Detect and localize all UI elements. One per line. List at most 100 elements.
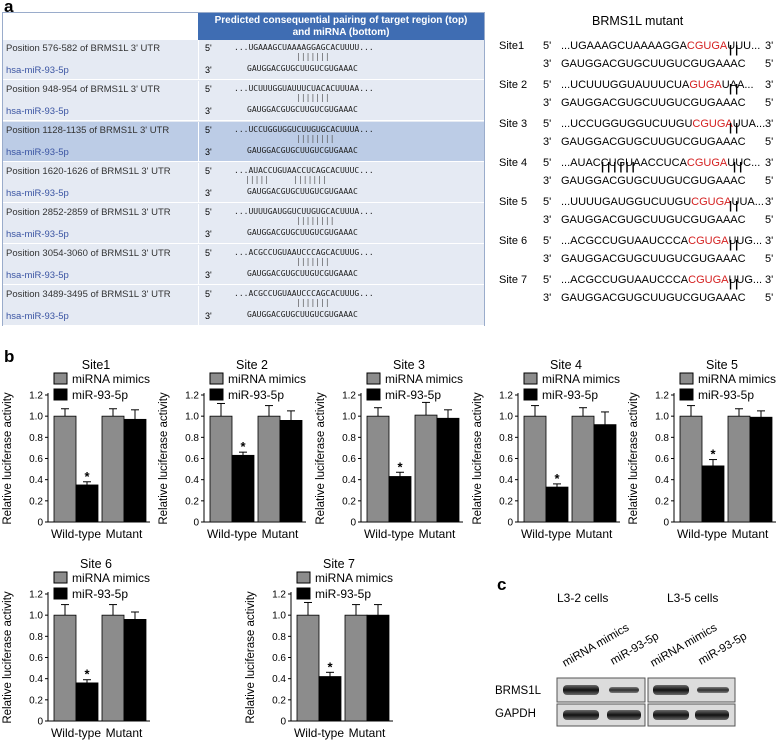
blot-protein-label-2: GAPDH	[495, 708, 536, 720]
row-pairing-cell: 5' ...UGAAAGCUAAAAGGAGCACUUUU... ||||||| 3'…	[198, 40, 485, 79]
y-tick-label: 1.2	[29, 590, 43, 601]
mutant-5prime-label: 5'	[543, 118, 552, 130]
row-target-sequence: ...UUUUGAUGGUCUUGUGCACUUUA...	[234, 207, 374, 216]
panel-label-a: a	[4, 0, 14, 16]
y-tick-label: 0.8	[29, 632, 43, 643]
blot-band-brms1l-lane-1	[563, 685, 599, 695]
mutant-target-sequence: ...UGAAAGCUAAAAGGACGUGAUUU...	[561, 40, 760, 52]
mutated-bases: CGUGA	[691, 196, 732, 208]
row-mirna-label: hsa-miR-93-5p	[6, 188, 69, 199]
blot-band-brms1l-lane-2	[609, 687, 639, 693]
row-mirna-sequence: GAUGGACGUGCUUGUCGUGAAAC	[247, 64, 358, 73]
table-row: Position 3489-3495 of BRMS1L 3' UTR hsa-m…	[3, 286, 484, 326]
row-mirna-label: hsa-miR-93-5p	[6, 147, 69, 158]
row-position-label: Position 576-582 of BRMS1L 3' UTR	[6, 43, 161, 54]
legend-swatch	[296, 571, 311, 584]
row-target-sequence: ...UCUUUGGUAUUUCUACACUUUAA...	[234, 84, 374, 93]
row-3prime-label: 3'	[205, 270, 212, 280]
row-5prime-label: 5'	[205, 207, 212, 217]
legend-swatch	[209, 372, 224, 385]
row-3prime-label: 3'	[205, 65, 212, 75]
mutant-mirna-5prime-end-label: 5'	[765, 214, 774, 226]
y-tick-label: 0.4	[499, 475, 513, 486]
mutant-mirna-3prime-label: 3'	[543, 58, 552, 70]
mutant-5prime-label: 5'	[543, 274, 552, 286]
row-position-label: Position 1128-1135 of BRMS1L 3' UTR	[6, 125, 170, 136]
significance-marker: *	[84, 667, 90, 682]
y-tick-label: 1.2	[499, 391, 513, 402]
legend-swatch	[679, 388, 694, 401]
x-tick-label: Wild-type	[51, 726, 101, 740]
x-tick-label: Mutant	[262, 527, 299, 541]
row-pairing-bars: |||||||	[296, 52, 330, 61]
legend-swatch	[523, 388, 538, 401]
legend-label: miR-93-5p	[72, 388, 128, 402]
legend-label: miRNA mimics	[72, 571, 150, 585]
mutant-seq-pre: ...AUACCUGUAACCUCA	[561, 157, 687, 169]
blot-protein-label-1: BRMS1L	[495, 685, 542, 697]
mutant-target-sequence: ...UCCUGGUGGUCUUGUCGUGAUUA...	[561, 118, 765, 130]
mutant-seq-post: UAA...	[721, 79, 754, 91]
y-tick-label: 0.4	[29, 475, 43, 486]
row-pairing-cell: 5' ...UCCUGGUGGUCUUGUGCACUUUA... |||||||| 3…	[198, 122, 485, 161]
mutated-bases: GUGA	[689, 79, 722, 91]
y-tick-label: 0.2	[272, 695, 286, 706]
y-tick-label: 1.0	[499, 412, 513, 423]
bar	[257, 415, 281, 523]
row-position-label: Position 1620-1626 of BRMS1L 3' UTR	[6, 166, 171, 177]
bar	[571, 415, 595, 523]
western-blot-figure: L3-2 cells L3-5 cells miRNA mimics miR-9…	[495, 591, 749, 727]
mutant-target-sequence: ...AUACCUGUAACCUCACGUGAUUC...	[561, 157, 760, 169]
mutant-site: Site 6 5' ...ACGCCUGUAAUCCCACGUGAUUG... 3' |…	[499, 235, 784, 277]
y-tick-label: 1.0	[272, 611, 286, 622]
bar	[101, 614, 125, 722]
y-tick-label: 0.4	[29, 674, 43, 685]
row-5prime-label: 5'	[205, 125, 212, 135]
chart-svg: Site 4 Relative luciferase activity 0 0.2 0.…	[472, 358, 620, 541]
mutated-bases: CGUGA	[686, 40, 728, 52]
x-tick-label: Mutant	[576, 527, 613, 541]
legend-swatch	[523, 372, 538, 385]
legend-label: miRNA mimics	[698, 372, 776, 386]
row-5prime-label: 5'	[205, 84, 212, 94]
significance-marker: *	[397, 459, 403, 474]
row-mirna-label: hsa-miR-93-5p	[6, 229, 69, 240]
row-pairing-cell: 5' ...ACGCCUGUAAUCCCAGCACUUUG... ||||||| 3'…	[198, 245, 485, 284]
row-mirna-label: hsa-miR-93-5p	[6, 311, 69, 322]
mutant-mirna-3prime-label: 3'	[543, 97, 552, 109]
mutant-site-name: Site 4	[499, 157, 528, 169]
bar	[436, 417, 460, 523]
y-tick-label: 0.2	[29, 695, 43, 706]
row-position-label: Position 2852-2859 of BRMS1L 3' UTR	[6, 207, 171, 218]
row-pairing-cell: 5' ...ACGCCUGUAAUCCCAGCACUUUG... ||||||| 3'…	[198, 286, 485, 325]
mutant-seq-post: UUA...	[731, 196, 764, 208]
row-pairing-bars: |||||||	[296, 93, 330, 102]
chart-title: Site 5	[706, 358, 738, 372]
row-pairing-cell: 5' ...UUUUGAUGGUCUUGUGCACUUUA... |||||||| 3…	[198, 204, 485, 243]
legend-label: miRNA mimics	[228, 372, 306, 386]
x-tick-label: Wild-type	[207, 527, 257, 541]
row-position-label: Position 948-954 of BRMS1L 3' UTR	[6, 84, 161, 95]
y-tick-label: 1.2	[185, 391, 199, 402]
target-prediction-table: Predicted consequential pairing of targe…	[2, 12, 485, 326]
chart-svg: Site1 Relative luciferase activity 0 0.2 0.4…	[2, 358, 150, 541]
row-position-label: Position 3054-3060 of BRMS1L 3' UTR	[6, 248, 171, 259]
legend-swatch	[679, 372, 694, 385]
y-tick-label: 0.2	[499, 496, 513, 507]
y-tick-label: 0	[663, 518, 669, 529]
blot-group-label-2: L3-5 cells	[667, 591, 718, 605]
y-tick-label: 0.8	[499, 433, 513, 444]
row-target-sequence: ...UGAAAGCUAAAAGGAGCACUUUU...	[234, 43, 374, 52]
legend-label: miR-93-5p	[228, 388, 284, 402]
bar	[53, 415, 77, 523]
table-row: Position 948-954 of BRMS1L 3' UTR hsa-miR…	[3, 81, 484, 121]
mutant-pairing-bars: | |	[729, 278, 739, 290]
mutant-mirna-3prime-label: 3'	[543, 253, 552, 265]
row-mirna-sequence: GAUGGACGUGCUUGUCGUGAAAC	[247, 228, 358, 237]
mutant-mirna-sequence: GAUGGACGUGCUUGUCGUGAAAC	[561, 97, 746, 109]
chart-svg: Site 5 Relative luciferase activity 0 0.2 0.…	[628, 358, 776, 541]
row-pairing-cell: 5' ...AUACCUGUAACCUCAGCACUUUC... ||||| |||…	[198, 163, 485, 202]
y-tick-label: 0.6	[342, 454, 356, 465]
y-tick-label: 0	[280, 717, 286, 728]
bar	[123, 619, 147, 722]
